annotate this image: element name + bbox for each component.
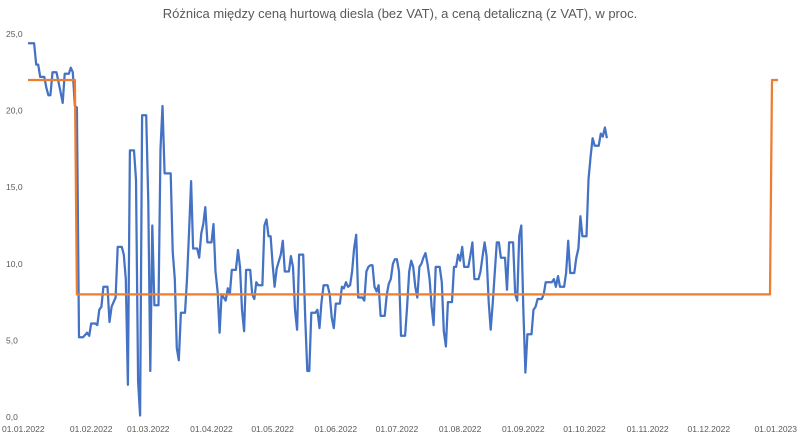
x-tick-label: 01.01.2022	[2, 424, 45, 434]
y-tick-label: 5,0	[6, 335, 18, 345]
x-tick-label: 01.10.2022	[563, 424, 606, 434]
x-tick-label: 01.03.2022	[127, 424, 170, 434]
x-tick-label: 01.08.2022	[439, 424, 482, 434]
y-tick-label: 20,0	[6, 106, 23, 116]
x-tick-label: 01.06.2022	[315, 424, 358, 434]
x-tick-label: 01.07.2022	[376, 424, 419, 434]
y-tick-label: 0,0	[6, 412, 18, 422]
x-tick-label: 01.05.2022	[251, 424, 294, 434]
x-tick-label: 01.12.2022	[688, 424, 731, 434]
x-tick-label: 01.04.2022	[190, 424, 233, 434]
y-axis-tick-labels: 0,0 5,0 10,0 15,0 20,0 25,0	[6, 29, 23, 422]
series-line-1	[28, 42, 609, 417]
y-tick-label: 15,0	[6, 182, 23, 192]
x-axis-tick-labels: 01.01.2022 01.02.2022 01.03.2022 01.04.2022…	[2, 424, 797, 434]
x-tick-label: 01.01.2023	[754, 424, 797, 434]
y-tick-label: 25,0	[6, 29, 23, 39]
x-tick-label: 01.02.2022	[70, 424, 113, 434]
x-tick-label: 01.09.2022	[502, 424, 545, 434]
x-tick-label: 01.11.2022	[627, 424, 669, 434]
chart-title: Różnica między ceną hurtową diesla (bez …	[162, 6, 638, 21]
y-tick-label: 10,0	[6, 259, 23, 269]
series-lines	[28, 42, 779, 417]
series-line-2	[28, 78, 779, 296]
